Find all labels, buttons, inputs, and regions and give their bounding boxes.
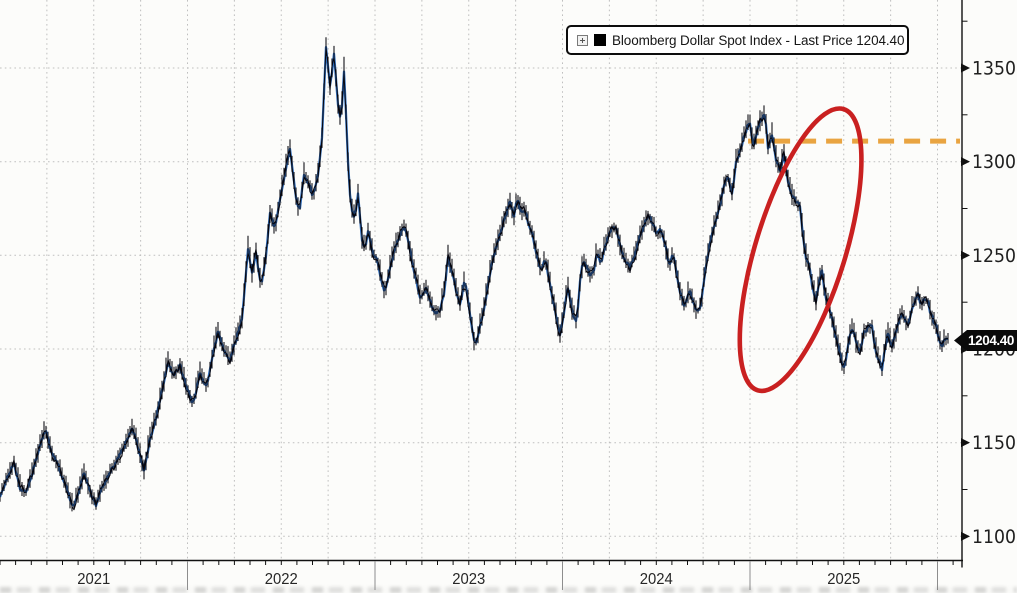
y-axis-tick-label: 1150 xyxy=(972,432,1016,454)
x-axis-year-label: 2023 xyxy=(452,571,485,588)
cropped-bottom-row xyxy=(0,587,1017,593)
y-tick-arrow-icon xyxy=(961,250,970,260)
legend-label: Bloomberg Dollar Spot Index - Last Price… xyxy=(612,32,905,48)
y-axis-tick-label: 1350 xyxy=(972,58,1016,80)
y-tick-arrow-icon xyxy=(961,63,970,73)
y-tick-arrow-icon xyxy=(961,438,970,448)
legend-series-swatch xyxy=(594,34,606,46)
y-axis-tick-label: 1300 xyxy=(972,151,1016,173)
x-axis-year-label: 2021 xyxy=(77,571,110,588)
x-axis-year-label: 2024 xyxy=(640,571,673,588)
axes xyxy=(0,0,963,568)
x-axis-year-label: 2022 xyxy=(265,571,298,588)
year-separators xyxy=(187,561,938,590)
y-axis-tick-label: 1250 xyxy=(972,245,1016,267)
axis-labels: 1350130012501200115011002021202220232024… xyxy=(77,58,1016,589)
y-tick-arrow-icon xyxy=(961,531,970,541)
price-series xyxy=(0,37,949,512)
gridlines xyxy=(0,0,961,561)
annotation-ellipse xyxy=(737,106,864,394)
y-axis-tick-label: 1100 xyxy=(972,526,1016,548)
x-axis-year-label: 2025 xyxy=(827,571,860,588)
last-price-tag: 1204.40 xyxy=(954,330,1017,351)
y-tick-arrow-icon xyxy=(961,157,970,167)
legend-expander-icon[interactable] xyxy=(577,34,588,46)
chart-legend[interactable]: Bloomberg Dollar Spot Index - Last Price… xyxy=(566,25,909,55)
